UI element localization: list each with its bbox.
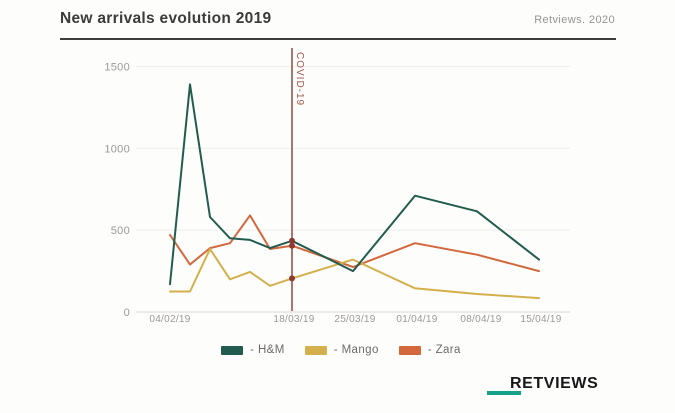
legend-label-zara: - Zara	[427, 344, 461, 356]
series-line-zara	[169, 214, 540, 273]
legend-label-hm: - H&M	[250, 344, 285, 356]
x-tick-label-08-04-19: 08/04/19	[460, 314, 501, 325]
legend-item-zara: - Zara	[398, 344, 461, 356]
y-tick-label-0: 0	[124, 307, 130, 319]
legend-swatch-hm	[221, 345, 244, 355]
y-tick-label-500: 500	[111, 225, 130, 237]
credit-text: Retviews. 2020	[534, 14, 615, 26]
covid-marker-dot-zara	[289, 242, 295, 249]
x-tick-label-25-03-19: 25/03/19	[334, 314, 375, 325]
legend-item-hm: - H&M	[221, 344, 285, 356]
series-line-hm	[169, 83, 540, 286]
y-tick-label-1500: 1500	[104, 61, 130, 73]
header-divider	[60, 38, 616, 40]
series-line-mango	[169, 248, 540, 300]
legend-swatch-mango	[304, 345, 327, 355]
covid-marker-dot-mango	[289, 275, 295, 282]
x-tick-label-01-04-19: 01/04/19	[396, 314, 437, 325]
chart-legend: - H&M - Mango - Zara	[112, 344, 570, 356]
x-tick-label-04-02-19: 04/02/19	[149, 314, 190, 325]
legend-label-mango: - Mango	[333, 344, 379, 356]
covid-marker-dot-hm	[289, 237, 295, 244]
page-title: New arrivals evolution 2019	[60, 10, 272, 27]
x-tick-label-15-04-19: 15/04/19	[520, 314, 561, 325]
covid-annotation-label: COVID-19	[294, 52, 305, 106]
y-tick-label-1000: 1000	[104, 143, 130, 155]
legend-item-mango: - Mango	[304, 344, 379, 356]
retviews-logo: RETVIEWS	[510, 375, 599, 392]
legend-swatch-zara	[398, 345, 421, 355]
retviews-logo-accent-bar	[487, 391, 521, 395]
x-tick-label-18-03-19: 18/03/19	[273, 314, 314, 325]
